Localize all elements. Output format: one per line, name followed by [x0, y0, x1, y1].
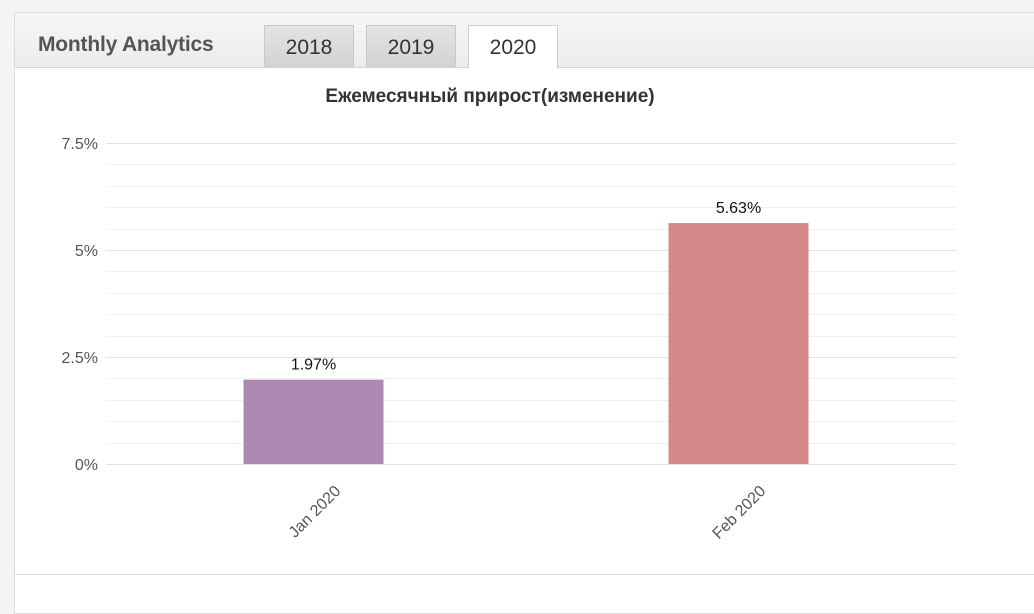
bar-chart: 0% 2.5% 5% 7.5% 1.97% 5.63% Jan 2020 Feb 2020	[62, 136, 956, 543]
y-axis-ticks: 0% 2.5% 5% 7.5%	[62, 136, 98, 474]
chart-bars	[243, 223, 809, 464]
tab-2020[interactable]: 2020	[468, 25, 558, 69]
analytics-panel: Monthly Analytics 2018 2019 2020	[14, 12, 1034, 614]
bar	[243, 379, 384, 464]
panel-title: Monthly Analytics	[38, 33, 214, 56]
panel-header: Monthly Analytics 2018 2019 2020	[15, 13, 1034, 69]
y-tick-label: 0%	[75, 457, 98, 474]
y-tick-label: 2.5%	[62, 350, 98, 367]
panel-bottom-divider	[14, 574, 1034, 575]
bar-data-label: 1.97%	[291, 357, 336, 374]
x-tick-label: Jan 2020	[286, 483, 345, 542]
y-tick-label: 5%	[75, 243, 98, 260]
tab-2018[interactable]: 2018	[264, 25, 354, 67]
bar	[668, 223, 809, 464]
chart-title: Ежемесячный прирост(изменение)	[325, 86, 655, 107]
x-axis-ticks: Jan 2020 Feb 2020	[286, 483, 770, 543]
x-tick-label: Feb 2020	[710, 483, 770, 543]
bar-data-label: 5.63%	[716, 200, 761, 217]
chart-data-labels: 1.97% 5.63%	[291, 200, 761, 374]
chart-grid	[106, 143, 956, 465]
y-tick-label: 7.5%	[62, 136, 98, 153]
tab-2019[interactable]: 2019	[366, 25, 456, 67]
